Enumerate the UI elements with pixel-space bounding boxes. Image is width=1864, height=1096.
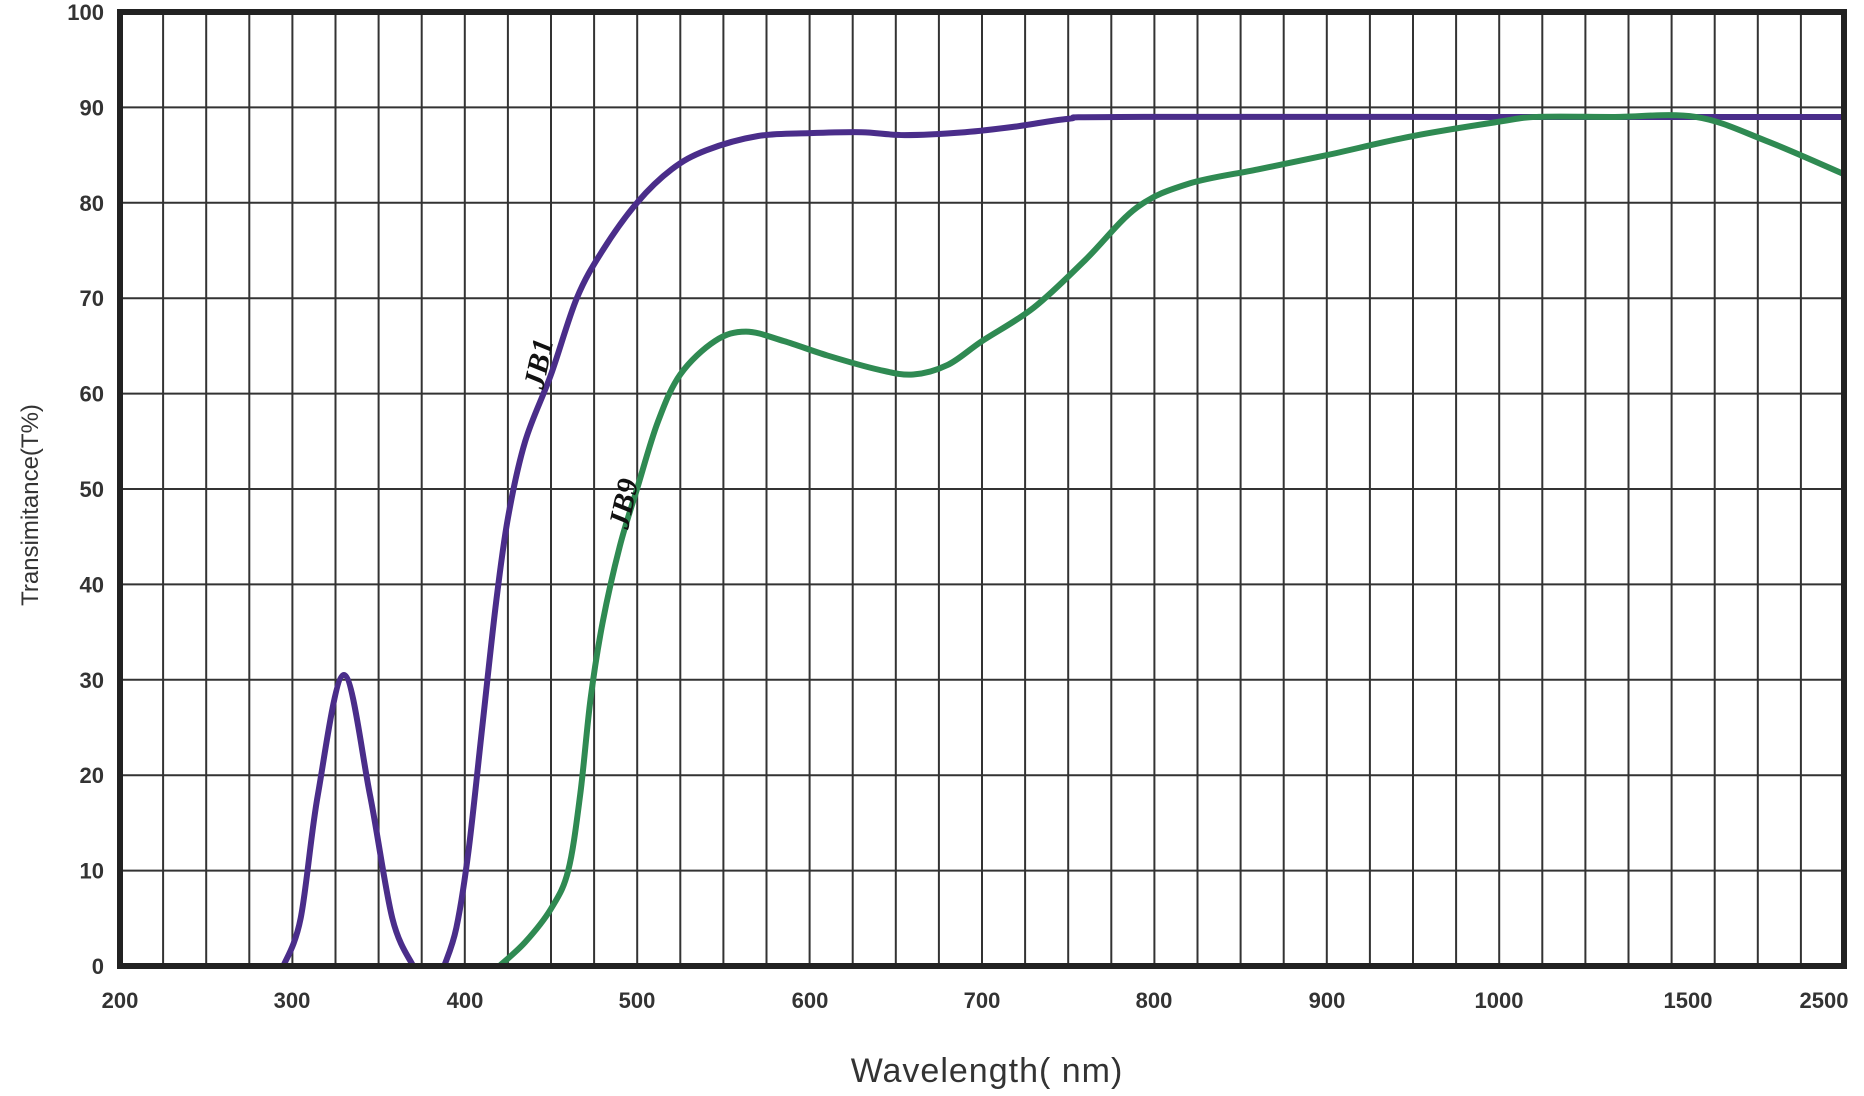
series-line-jb1 bbox=[280, 672, 417, 969]
x-axis-ticks: 200 300 400 500 600 700 800 900 1000 1500 2500 bbox=[102, 988, 1849, 1013]
x-tick-label: 1500 bbox=[1664, 988, 1713, 1013]
x-tick-label: 2500 bbox=[1800, 988, 1849, 1013]
y-tick-label: 60 bbox=[80, 382, 104, 407]
y-tick-label: 50 bbox=[80, 477, 104, 502]
series-line-jb1 bbox=[441, 113, 1847, 969]
x-tick-label: 1000 bbox=[1475, 988, 1524, 1013]
y-axis-label: Transimitance(T%) bbox=[17, 404, 44, 606]
x-tick-label: 700 bbox=[964, 988, 1001, 1013]
series-label-jb1: JB1 bbox=[517, 336, 560, 393]
series-label-jb9: JB9 bbox=[602, 476, 645, 533]
y-tick-label: 80 bbox=[80, 191, 104, 216]
x-tick-label: 200 bbox=[102, 988, 139, 1013]
y-tick-label: 90 bbox=[80, 95, 104, 120]
y-tick-label: 40 bbox=[80, 572, 104, 597]
x-tick-label: 800 bbox=[1136, 988, 1173, 1013]
series-line-jb9 bbox=[496, 112, 1847, 969]
y-tick-label: 20 bbox=[80, 763, 104, 788]
x-tick-label: 300 bbox=[274, 988, 311, 1013]
x-tick-label: 900 bbox=[1309, 988, 1346, 1013]
y-tick-label: 30 bbox=[80, 668, 104, 693]
y-tick-label: 100 bbox=[67, 0, 104, 25]
plot-frame bbox=[117, 9, 1847, 969]
x-axis-label: Wavelength( nm) bbox=[851, 1052, 1124, 1090]
y-axis-ticks: 0 10 20 30 40 50 60 70 80 90 100 bbox=[67, 0, 104, 979]
grid bbox=[120, 12, 1844, 966]
y-tick-label: 10 bbox=[80, 859, 104, 884]
curves bbox=[280, 112, 1847, 969]
x-tick-label: 400 bbox=[447, 988, 484, 1013]
y-tick-label: 0 bbox=[92, 954, 104, 979]
x-tick-label: 500 bbox=[619, 988, 656, 1013]
x-tick-label: 600 bbox=[792, 988, 829, 1013]
y-tick-label: 70 bbox=[80, 286, 104, 311]
